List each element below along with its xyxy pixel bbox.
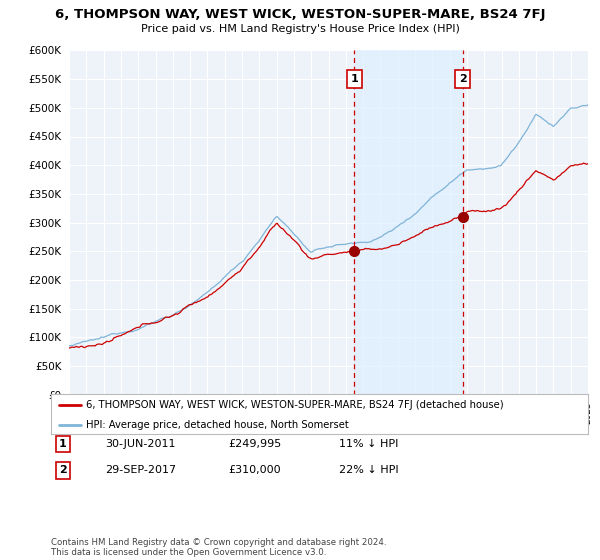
Bar — [355, 50, 463, 395]
Text: 6, THOMPSON WAY, WEST WICK, WESTON-SUPER-MARE, BS24 7FJ: 6, THOMPSON WAY, WEST WICK, WESTON-SUPER… — [55, 8, 545, 21]
Text: 11% ↓ HPI: 11% ↓ HPI — [339, 439, 398, 449]
Text: £310,000: £310,000 — [228, 465, 281, 475]
Text: 29-SEP-2017: 29-SEP-2017 — [105, 465, 176, 475]
Text: Price paid vs. HM Land Registry's House Price Index (HPI): Price paid vs. HM Land Registry's House … — [140, 24, 460, 34]
Text: 30-JUN-2011: 30-JUN-2011 — [105, 439, 176, 449]
Text: 2: 2 — [59, 465, 67, 475]
Text: 1: 1 — [350, 74, 358, 84]
Text: HPI: Average price, detached house, North Somerset: HPI: Average price, detached house, Nort… — [86, 420, 349, 430]
Text: 1: 1 — [59, 439, 67, 449]
Text: 22% ↓ HPI: 22% ↓ HPI — [339, 465, 398, 475]
Text: 6, THOMPSON WAY, WEST WICK, WESTON-SUPER-MARE, BS24 7FJ (detached house): 6, THOMPSON WAY, WEST WICK, WESTON-SUPER… — [86, 400, 503, 409]
Text: Contains HM Land Registry data © Crown copyright and database right 2024.
This d: Contains HM Land Registry data © Crown c… — [51, 538, 386, 557]
Text: £249,995: £249,995 — [228, 439, 281, 449]
Text: 2: 2 — [459, 74, 466, 84]
